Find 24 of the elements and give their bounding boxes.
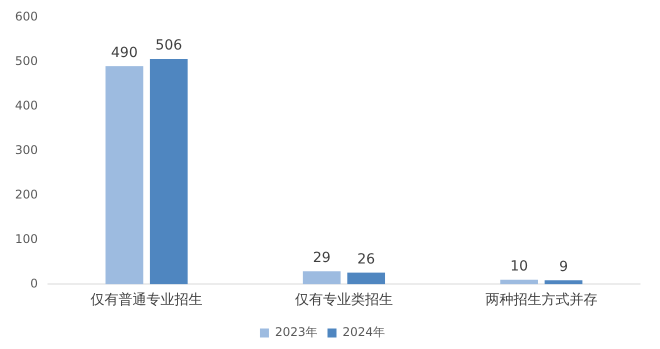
y-tick-label: 200 [15,187,38,202]
y-tick-label: 600 [15,9,38,24]
y-tick-label: 300 [15,142,38,157]
y-tick-label: 0 [30,276,38,290]
bar [106,66,144,284]
data-label: 29 [312,250,331,266]
data-label: 9 [559,258,568,275]
bar [544,280,582,284]
bar [500,280,538,284]
y-tick-label: 500 [15,54,38,68]
legend-label: 2024年 [342,325,386,340]
x-tick-label: 两种招生方式并存 [485,292,598,308]
bar [150,59,188,284]
y-tick-label: 100 [15,232,38,246]
data-label: 26 [357,251,376,268]
y-tick-label: 400 [15,98,38,112]
x-tick-label: 仅有普通专业招生 [90,291,203,308]
legend-label: 2023年 [274,325,318,340]
data-label: 506 [155,38,182,54]
bar [347,272,386,284]
data-label: 10 [510,258,528,274]
data-label: 490 [111,44,138,61]
x-tick-label: 仅有专业类招生 [294,292,393,308]
bar [302,271,341,284]
